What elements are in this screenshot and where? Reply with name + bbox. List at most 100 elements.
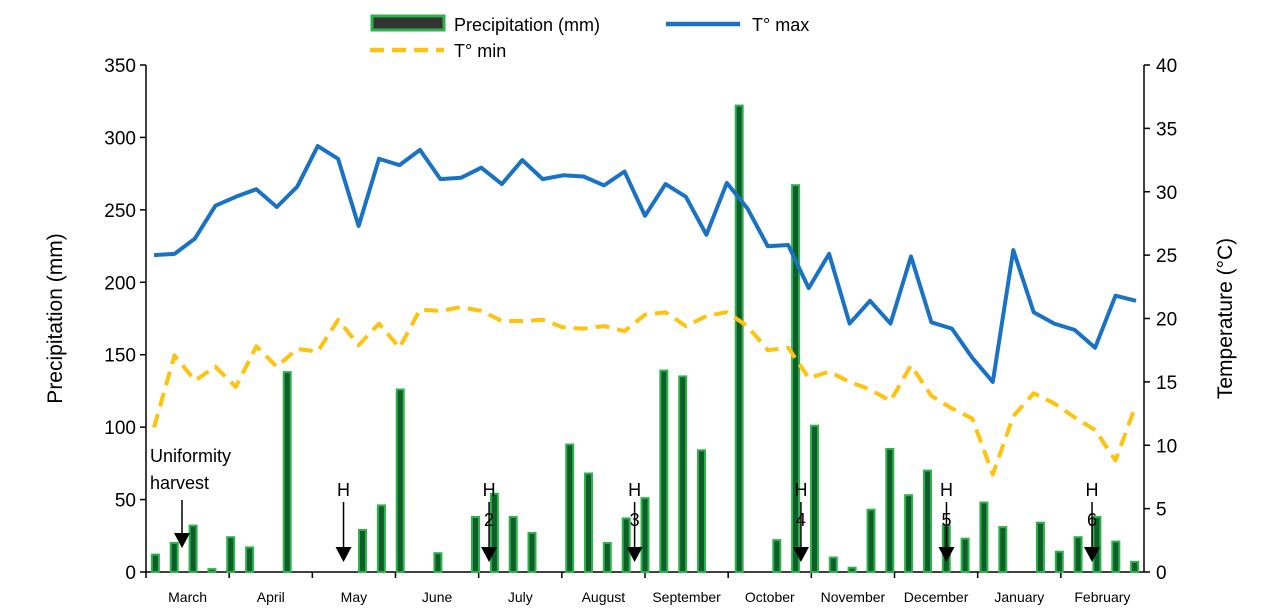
precip-bar (1111, 540, 1121, 573)
legend: Precipitation (mm) T° max T° min (370, 14, 809, 61)
precip-bar (772, 539, 782, 573)
left-tick-label: 150 (104, 346, 136, 367)
precip-bar (979, 501, 989, 573)
precip-bar (1054, 550, 1064, 574)
precip-bar (188, 524, 198, 573)
month-label: October (745, 589, 795, 605)
legend-label-precip: Precipitation (mm) (454, 15, 600, 35)
precip-bar (1073, 536, 1083, 574)
precip-bar (734, 104, 744, 573)
precip-bar (489, 492, 499, 573)
month-label: May (341, 589, 367, 605)
legend-label-tmin: T° min (454, 41, 506, 61)
legend-swatch-precip (370, 14, 446, 32)
left-tick-label: 200 (104, 273, 136, 294)
right-tick-label: 15 (1156, 373, 1177, 394)
month-label: July (508, 589, 533, 605)
annotation-text: Uniformity (150, 446, 231, 466)
annotation-text: H (794, 480, 807, 500)
right-tick-label: 5 (1156, 500, 1167, 521)
right-tick-label: 25 (1156, 246, 1177, 267)
annotation-text: H (1086, 480, 1099, 500)
precip-bar (282, 371, 292, 573)
right-tick-label: 10 (1156, 436, 1177, 457)
axes-layer: 0 50 100 150 200 250 300 350 0 5 10 15 20 25 30 35 40 Pre… (44, 56, 1237, 605)
left-tick-label: 50 (115, 491, 136, 512)
precip-bar (640, 497, 650, 574)
precip-bar (960, 537, 970, 574)
annotation-text: H (483, 480, 496, 500)
annotation-arrow-head (938, 547, 955, 562)
month-label: March (168, 589, 207, 605)
legend-label-tmax: T° max (752, 15, 809, 35)
precip-bar (885, 447, 895, 573)
annotation-text: H (628, 480, 641, 500)
precip-bar (150, 553, 160, 573)
precip-bar (866, 508, 876, 574)
right-tick-label: 40 (1156, 56, 1177, 77)
precip-bar (904, 494, 914, 574)
annotation-arrow-head (174, 533, 190, 548)
precip-bar (245, 546, 255, 574)
left-tick-label: 0 (125, 563, 136, 584)
precip-bar (226, 536, 236, 574)
right-tick-label: 20 (1156, 310, 1177, 331)
precip-bar (527, 531, 537, 574)
y-right-title: Temperature (°C) (1214, 238, 1237, 399)
tmax-line (153, 144, 1137, 384)
annotation-arrow-head (335, 547, 352, 562)
precip-bar (791, 184, 801, 573)
precip-bar (1035, 521, 1045, 574)
precip-bar (376, 504, 386, 573)
left-tick-label: 350 (104, 56, 136, 77)
month-label: April (257, 589, 285, 605)
tmin-line (152, 305, 1138, 477)
precip-bar (998, 526, 1008, 573)
precipitation-bars (150, 104, 1140, 574)
annotation-text: H (337, 480, 350, 500)
precip-bar (433, 552, 443, 574)
right-tick-label: 30 (1156, 183, 1177, 204)
precip-bar (1092, 516, 1102, 573)
precip-bar (621, 517, 631, 574)
month-label: February (1074, 589, 1130, 605)
precip-bar (847, 566, 857, 574)
precip-bar (169, 542, 179, 573)
precip-bar (584, 472, 593, 573)
annotation-arrow-head (626, 547, 643, 562)
precip-bar (923, 469, 932, 574)
month-label: November (821, 589, 886, 605)
precip-bar (602, 542, 612, 573)
precip-bar (659, 369, 669, 573)
y-left-title: Precipitation (mm) (44, 233, 67, 403)
precip-bar (1130, 560, 1140, 574)
left-tick-label: 300 (104, 128, 136, 149)
month-label: September (652, 589, 721, 605)
precip-bar (207, 568, 217, 573)
precip-bar (678, 375, 688, 573)
left-tick-label: 100 (104, 418, 136, 439)
annotation-text: harvest (150, 473, 209, 493)
month-label: August (582, 589, 626, 605)
precip-bar (471, 516, 480, 573)
precip-bar (395, 388, 405, 573)
right-tick-label: 35 (1156, 119, 1177, 140)
annotation-arrow-head (792, 547, 809, 562)
month-label: June (422, 589, 453, 605)
annotation-arrow-head (1084, 547, 1101, 562)
precip-bar (810, 424, 819, 574)
precip-bar (828, 556, 838, 573)
annotation-arrow-head (481, 547, 498, 562)
precip-bar (697, 449, 706, 573)
precip-bar (358, 529, 367, 573)
month-label: January (994, 589, 1044, 605)
right-tick-label: 0 (1156, 563, 1167, 584)
annotation-text: H (940, 480, 953, 500)
left-tick-label: 250 (104, 201, 136, 222)
precip-bar (508, 516, 518, 573)
temperature-lines (152, 144, 1138, 477)
month-label: December (904, 589, 969, 605)
harvest-annotations: UniformityharvestHH2H3H4H5H6 (150, 446, 1101, 562)
precip-bar (565, 443, 575, 573)
